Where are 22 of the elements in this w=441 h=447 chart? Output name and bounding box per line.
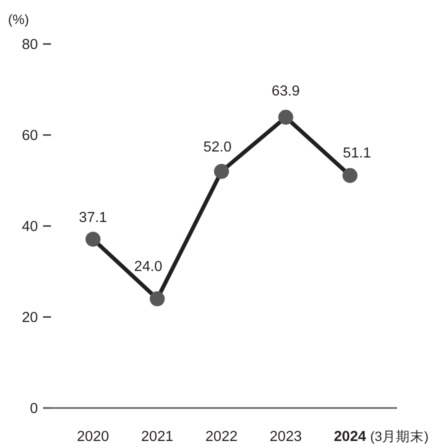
y-tick-label: 0 — [30, 401, 38, 417]
y-tick-label: 80 — [22, 37, 38, 53]
x-tick-label: 2021 — [141, 429, 174, 445]
point — [342, 168, 358, 183]
y-tick-label: 40 — [22, 219, 38, 235]
data-label: 51.1 — [342, 145, 372, 162]
point — [150, 291, 165, 306]
data-label: 52.0 — [203, 139, 232, 156]
y-tick-label: 60 — [22, 128, 38, 144]
x-axis-title: (3月期末) — [370, 429, 429, 444]
data-label: 63.9 — [272, 83, 300, 100]
x-tick-label: 2020 — [76, 429, 110, 445]
x-tick-label: 2024 — [334, 429, 366, 445]
point — [86, 232, 100, 247]
data-label: 24.0 — [134, 258, 162, 275]
y-axis-title: (%) — [8, 12, 29, 27]
x-tick-label: 2022 — [205, 429, 238, 445]
x-tick-label: 2023 — [270, 429, 302, 445]
y-tick-label: 20 — [22, 310, 38, 326]
point — [278, 110, 294, 125]
point — [214, 164, 229, 179]
data-label: 37.1 — [78, 210, 108, 226]
